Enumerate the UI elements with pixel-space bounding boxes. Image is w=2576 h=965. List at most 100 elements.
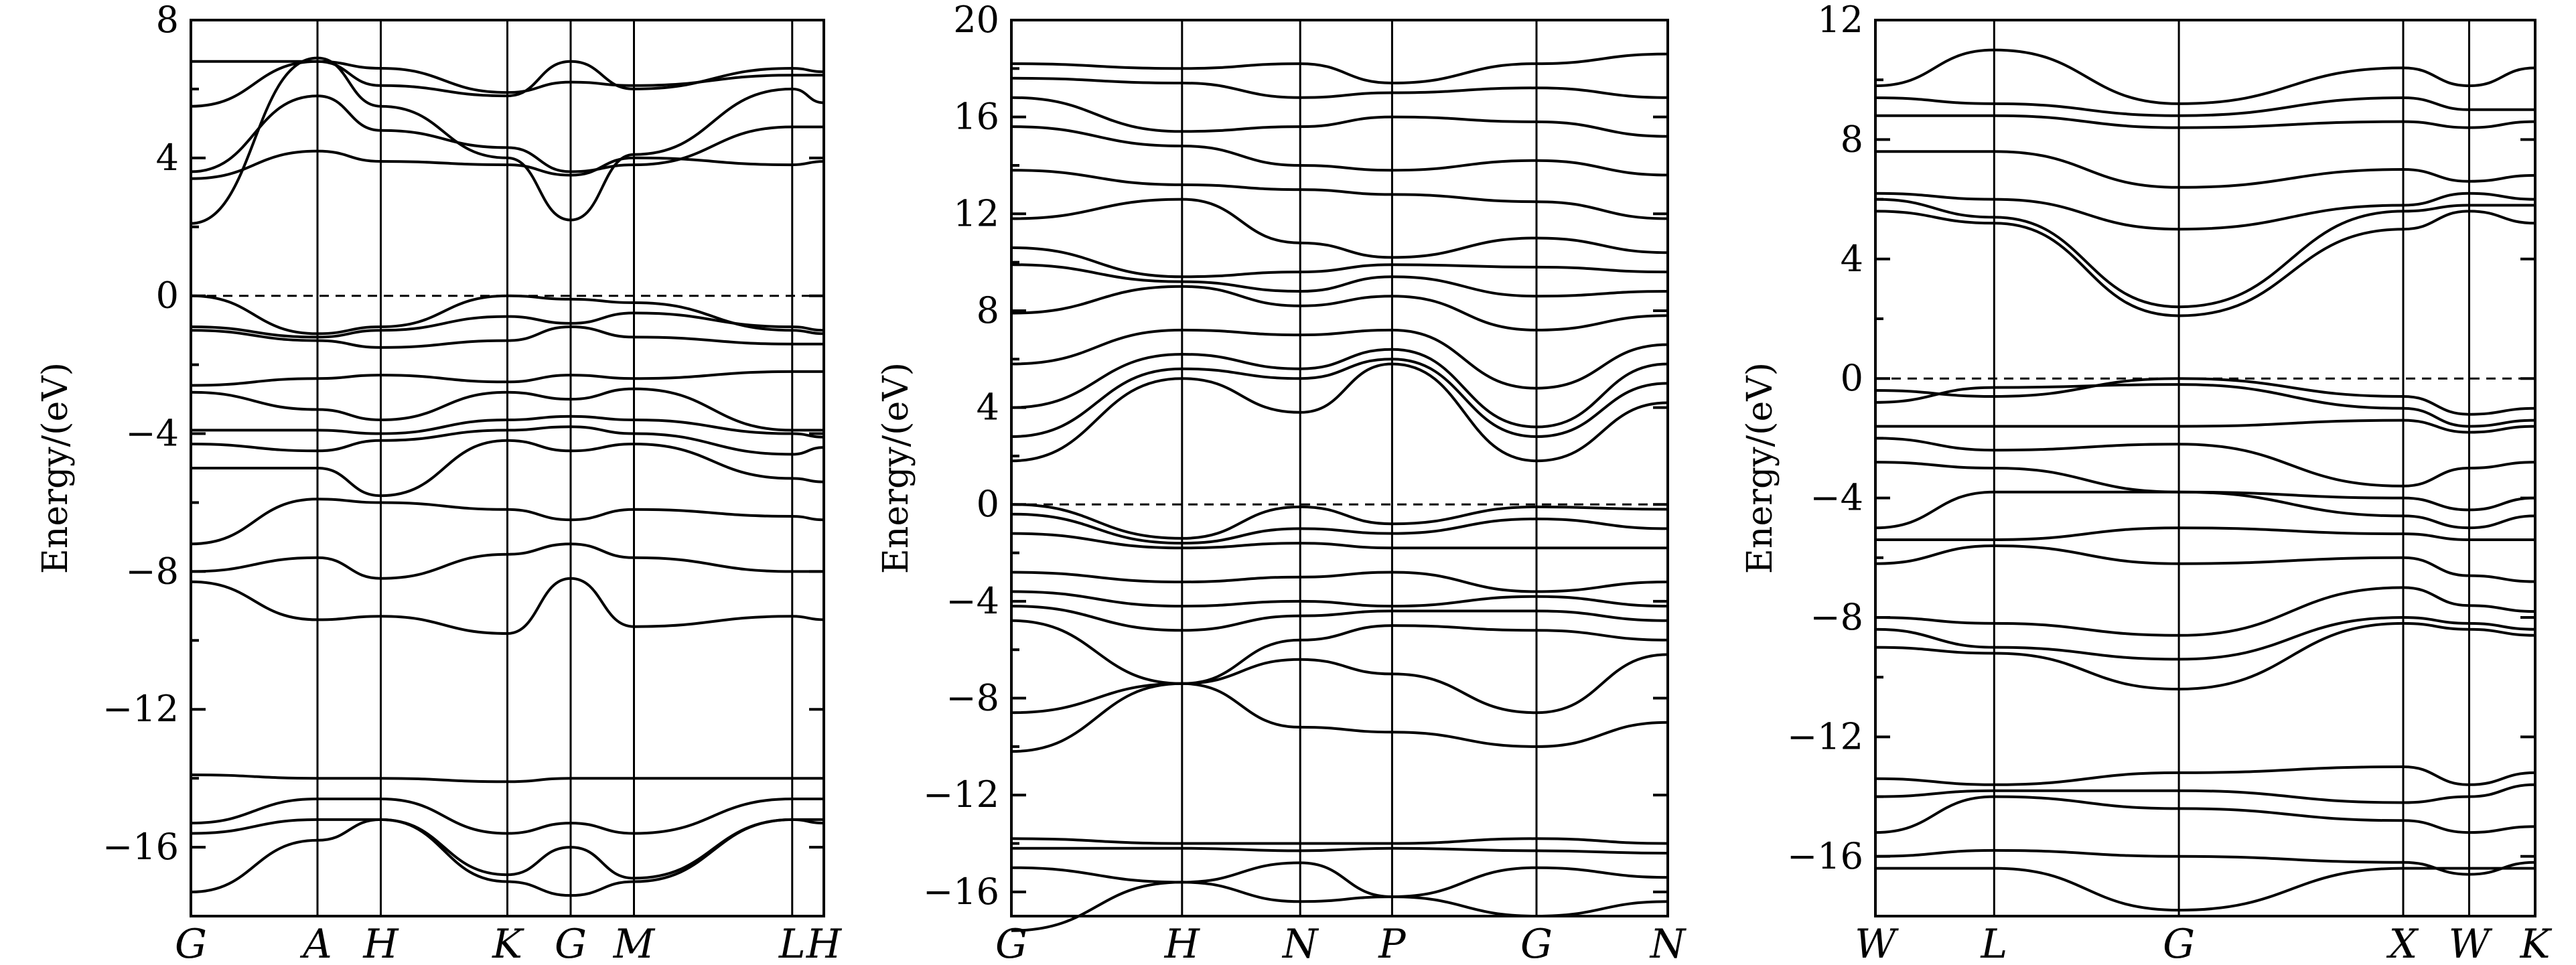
band-line	[190, 370, 824, 387]
band-line	[1875, 150, 2536, 189]
k-point-label: K	[492, 921, 524, 965]
band-line	[1011, 532, 1668, 550]
band-line	[1875, 96, 2535, 117]
band-line	[190, 425, 825, 456]
y-tick-label: −4	[1810, 477, 1863, 519]
band-line	[1011, 653, 1668, 715]
y-tick-label: −12	[102, 688, 179, 730]
band-line	[191, 439, 825, 498]
band-line	[1011, 263, 1668, 298]
y-tick-label: −12	[923, 773, 999, 816]
k-point-label: G	[995, 921, 1027, 965]
y-tick-label: −4	[946, 580, 999, 622]
band-line	[1011, 619, 1668, 685]
band-line	[1011, 246, 1668, 279]
y-axis-title: Energy/(eV)	[35, 362, 76, 574]
band-line	[1011, 861, 1668, 899]
y-tick-label: 16	[953, 96, 999, 138]
band-structure-panel-2: 20 16 12 8 4 0 −4 −8 −12 −16 Energy/(eV) G H N P G N	[876, 0, 1687, 965]
k-point-label: P	[1378, 921, 1407, 965]
y-tick-label: −16	[1787, 835, 1863, 877]
band-line	[190, 498, 825, 546]
band-line	[191, 60, 824, 94]
plot-frame	[190, 19, 825, 917]
band-line	[1011, 76, 1668, 99]
k-point-label: N	[1281, 921, 1319, 965]
band-line	[1011, 96, 1668, 138]
band-line	[1011, 169, 1668, 220]
k-point-label: N	[1649, 921, 1687, 965]
band-line	[1011, 52, 1668, 85]
y-tick-label: 8	[1841, 118, 1863, 160]
y-tick-label: 4	[1841, 238, 1863, 280]
y-tick-label: 12	[953, 192, 999, 234]
band-line	[1875, 377, 2536, 416]
band-line	[190, 94, 824, 173]
band-line	[1875, 783, 2536, 804]
band-line	[1011, 503, 1668, 540]
band-line	[191, 415, 825, 439]
band-line	[1875, 419, 2536, 434]
band-line	[190, 311, 825, 339]
y-tick-label: 0	[156, 275, 179, 317]
band-line	[190, 797, 824, 835]
k-point-label: W	[1855, 921, 1899, 965]
band-line	[1875, 210, 2536, 317]
band-line	[1011, 605, 1668, 632]
band-line	[1011, 328, 1668, 390]
band-line	[1875, 795, 2536, 834]
k-point-label: W	[2449, 921, 2493, 965]
band-line	[1875, 765, 2536, 786]
band-line	[1011, 881, 1668, 932]
plot-frame	[1010, 19, 1669, 917]
band-line	[1011, 837, 1668, 845]
y-tick-label: 20	[953, 0, 999, 41]
band-line	[190, 773, 824, 784]
band-line	[1875, 544, 2536, 583]
band-line	[190, 577, 825, 636]
k-point-label: G	[555, 921, 587, 965]
k-point-label: G	[175, 921, 207, 965]
y-tick-label: 8	[977, 289, 999, 331]
y-tick-label: 4	[156, 137, 179, 179]
band-line	[1875, 490, 2536, 530]
band-line	[1011, 571, 1668, 593]
y-tick-label: 0	[977, 483, 999, 525]
band-line	[190, 387, 824, 432]
band-line	[1011, 198, 1668, 259]
y-tick-label: −4	[125, 413, 179, 455]
y-tick-label: 0	[1841, 357, 1863, 399]
y-tick-label: −12	[1787, 715, 1863, 757]
band-line	[1875, 48, 2536, 105]
band-line	[1011, 362, 1668, 463]
band-line	[190, 818, 825, 897]
band-line	[1875, 114, 2536, 129]
k-point-label: H	[1164, 921, 1201, 965]
y-tick-label: −16	[102, 826, 179, 868]
band-line	[1875, 586, 2536, 637]
band-line	[1011, 358, 1668, 439]
band-line	[1875, 867, 2535, 912]
y-axis-title: Energy/(eV)	[1740, 362, 1780, 574]
band-line	[190, 542, 824, 580]
k-point-label: X	[2386, 921, 2419, 965]
band-line	[1875, 437, 2536, 488]
band-line	[1875, 461, 2536, 512]
band-line	[190, 149, 825, 180]
k-point-label: K	[2520, 921, 2553, 965]
band-line	[1011, 285, 1668, 331]
k-point-label: G	[2163, 921, 2195, 965]
band-line	[1875, 192, 2536, 231]
k-point-label: G	[1520, 921, 1553, 965]
band-line	[1011, 682, 1668, 753]
band-line	[1011, 512, 1668, 545]
k-point-label: L	[1980, 921, 2007, 965]
band-line	[1875, 198, 2535, 309]
band-line	[1875, 621, 2536, 691]
y-tick-label: −8	[1810, 596, 1863, 638]
band-line	[1011, 125, 1668, 177]
y-tick-label: −16	[923, 871, 999, 913]
